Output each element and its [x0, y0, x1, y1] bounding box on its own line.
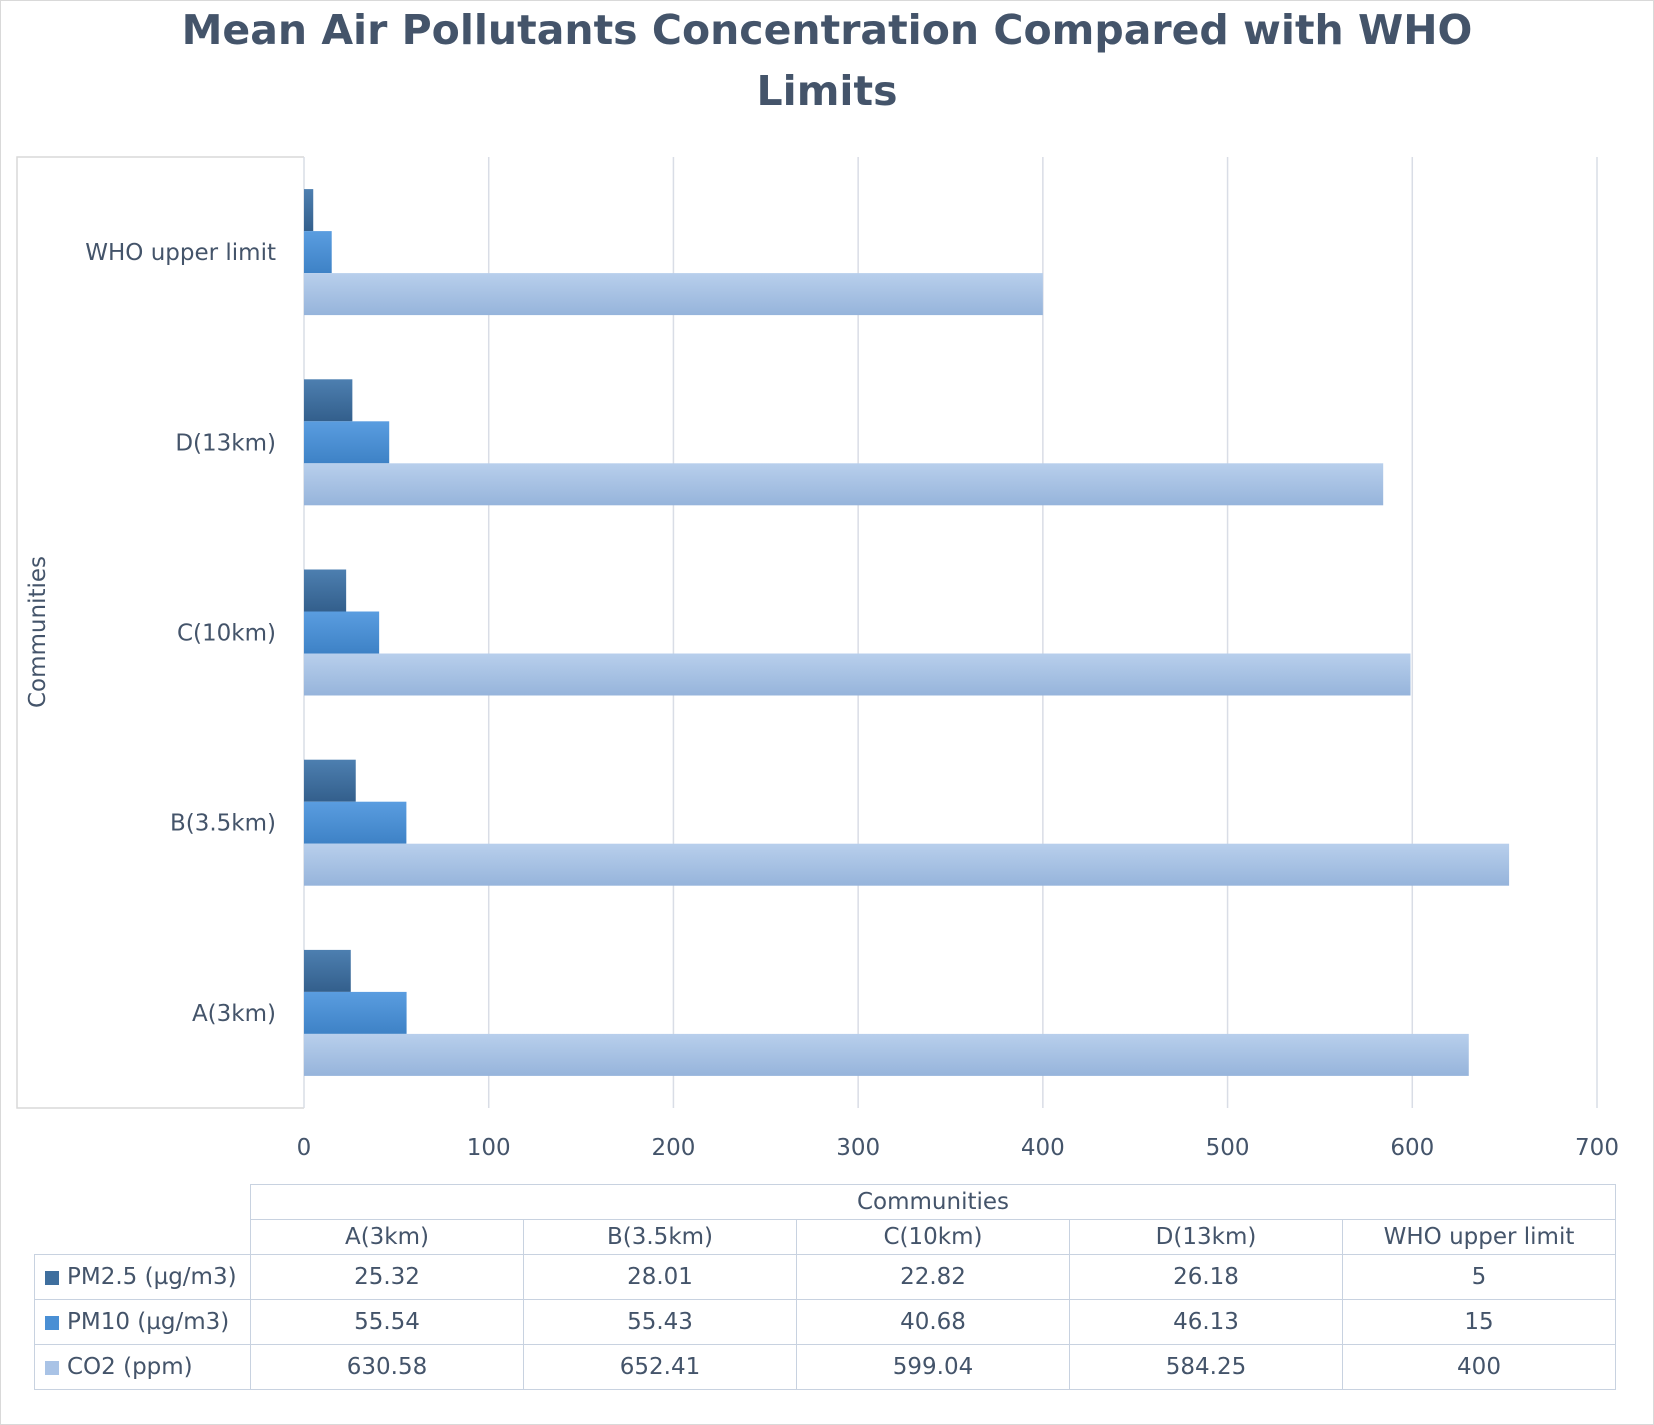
- table-col-header: WHO upper limit: [1342, 1219, 1616, 1255]
- chart-title-line-1: Mean Air Pollutants Concentration Compar…: [181, 6, 1473, 54]
- table-cell: 55.54: [250, 1299, 524, 1345]
- x-tick-label: 100: [467, 1135, 511, 1161]
- x-tick-label: 0: [297, 1135, 312, 1161]
- bar-co2-1: [304, 843, 1510, 886]
- table-cell: 46.13: [1069, 1299, 1343, 1345]
- table-cell: 630.58: [250, 1344, 524, 1390]
- bar-co2-3: [304, 463, 1384, 506]
- legend-key-pm25: [45, 1271, 59, 1285]
- plot-area: [16, 156, 304, 1109]
- category-label: D(13km): [175, 430, 276, 456]
- table-row-label: CO2 (ppm): [34, 1344, 251, 1390]
- bar-pm25-0: [304, 949, 351, 992]
- table-corner-2: [35, 1220, 251, 1255]
- x-tick-label: 300: [836, 1135, 880, 1161]
- table-cell: 26.18: [1069, 1254, 1343, 1300]
- table-corner: [35, 1185, 251, 1220]
- x-tick-label: 500: [1206, 1135, 1250, 1161]
- legend-label-pm25: PM2.5 (µg/m3): [67, 1264, 237, 1290]
- category-label: B(3.5km): [170, 811, 276, 837]
- x-tick-label: 200: [651, 1135, 695, 1161]
- table-row: PM10 (µg/m3) 55.54 55.43 40.68 46.13 15: [34, 1299, 1616, 1345]
- bar-co2-4: [304, 273, 1043, 316]
- legend-label-pm10: PM10 (µg/m3): [67, 1309, 230, 1335]
- legend-label-co2: CO2 (ppm): [67, 1354, 193, 1380]
- table-row: CO2 (ppm) 630.58 652.41 599.04 584.25 40…: [34, 1344, 1616, 1390]
- table-header-communities: Communities: [250, 1184, 1616, 1220]
- chart-title-line-2: Limits: [756, 67, 898, 115]
- table-cell: 400: [1342, 1344, 1616, 1390]
- table-cell: 584.25: [1069, 1344, 1343, 1390]
- bar-pm10-2: [304, 611, 380, 654]
- legend-key-pm10: [45, 1316, 59, 1330]
- bar-pm10-3: [304, 421, 390, 464]
- table-col-header: A(3km): [250, 1219, 524, 1255]
- table-col-header: C(10km): [796, 1219, 1070, 1255]
- table-cell: 15: [1342, 1299, 1616, 1345]
- x-tick-label: 700: [1575, 1135, 1619, 1161]
- bar-co2-0: [304, 1033, 1469, 1076]
- data-table: Communities A(3km) B(3.5km) C(10km) D(13…: [34, 1184, 1616, 1390]
- gridlines: [303, 157, 1598, 1108]
- table-cell: 652.41: [523, 1344, 797, 1390]
- table-cell: 22.82: [796, 1254, 1070, 1300]
- bar-co2-2: [304, 653, 1411, 696]
- bar-pm10-4: [304, 231, 332, 274]
- table-cell: 599.04: [796, 1344, 1070, 1390]
- table-cell: 28.01: [523, 1254, 797, 1300]
- bar-pm25-4: [304, 189, 314, 232]
- category-label: A(3km): [192, 1001, 276, 1027]
- table-cell: 25.32: [250, 1254, 524, 1300]
- x-tick-label: 600: [1390, 1135, 1434, 1161]
- table-col-header: B(3.5km): [523, 1219, 797, 1255]
- bar-pm25-3: [304, 379, 353, 422]
- bar-pm10-0: [304, 991, 407, 1034]
- table-cell: 55.43: [523, 1299, 797, 1345]
- bar-pm25-1: [304, 759, 356, 802]
- table-row: PM2.5 (µg/m3) 25.32 28.01 22.82 26.18 5: [34, 1254, 1616, 1300]
- category-labels: A(3km) B(3.5km) C(10km) D(13km) WHO upper li…: [85, 240, 276, 1027]
- bars: [304, 189, 1510, 1076]
- table-cell: 5: [1342, 1254, 1616, 1300]
- category-label: WHO upper limit: [85, 240, 276, 266]
- table-cell: 40.68: [796, 1299, 1070, 1345]
- bar-pm10-1: [304, 801, 407, 844]
- x-tick-labels: 0 100 200 300 400 500 600 700: [297, 1135, 1619, 1161]
- chart-title: Mean Air Pollutants Concentration Compar…: [0, 0, 1654, 122]
- table-col-header: D(13km): [1069, 1219, 1343, 1255]
- x-tick-label: 400: [1021, 1135, 1065, 1161]
- bar-pm25-2: [304, 569, 347, 612]
- table-row-label: PM10 (µg/m3): [34, 1299, 251, 1345]
- table-row-label: PM2.5 (µg/m3): [34, 1254, 251, 1300]
- category-label: C(10km): [177, 621, 276, 647]
- legend-key-co2: [45, 1361, 59, 1375]
- bar-chart: A(3km) B(3.5km) C(10km) D(13km) WHO upper li…: [16, 156, 1619, 1161]
- category-axis-box: [16, 156, 304, 1109]
